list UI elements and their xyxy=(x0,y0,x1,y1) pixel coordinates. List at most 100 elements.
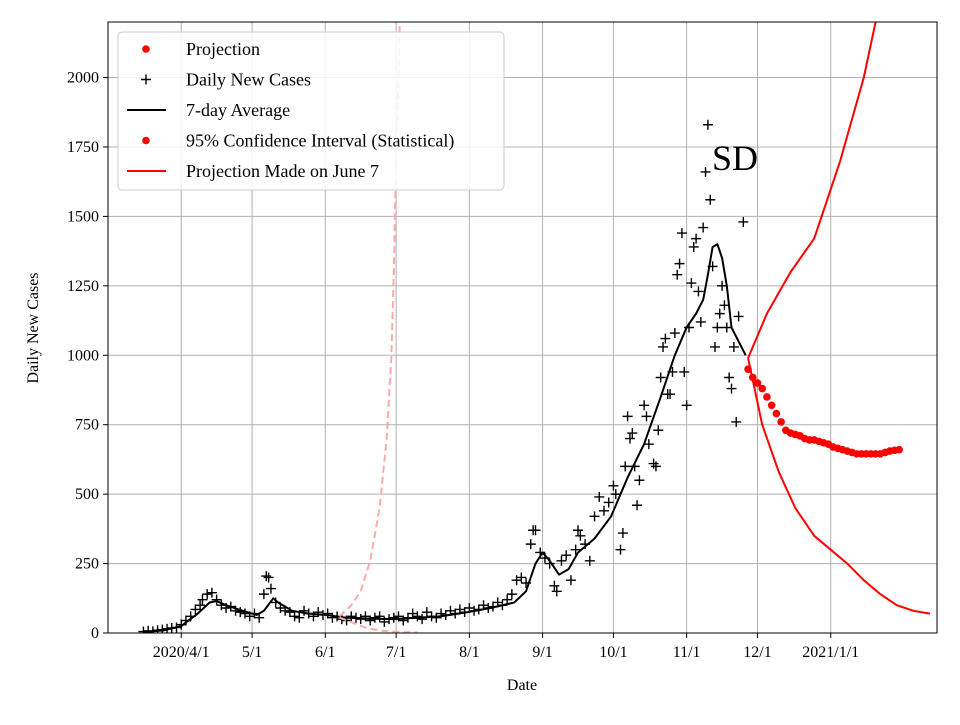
daily-new-cases-point xyxy=(610,489,621,500)
projection-point xyxy=(753,379,762,387)
daily-new-cases-point xyxy=(653,425,664,436)
daily-new-cases-point xyxy=(705,194,716,205)
daily-new-cases-point xyxy=(728,341,739,352)
daily-new-cases-point xyxy=(709,341,720,352)
daily-new-cases-point xyxy=(731,416,742,427)
projection-point xyxy=(767,401,776,410)
daily-new-cases-point xyxy=(346,611,357,622)
legend: Projection Daily New Cases 7-day Average 95… xyxy=(117,31,505,191)
daily-new-cases-point xyxy=(676,228,687,239)
daily-new-cases-point xyxy=(594,491,605,502)
y-tick-label: 1500 xyxy=(67,208,99,225)
daily-new-cases-point xyxy=(417,614,428,625)
daily-new-cases-point xyxy=(632,500,643,511)
projection-point xyxy=(758,384,767,393)
daily-new-cases-point xyxy=(681,400,692,411)
daily-new-cases-point xyxy=(660,333,671,344)
daily-new-cases-point xyxy=(650,461,661,472)
projection-point xyxy=(777,418,785,426)
daily-new-cases-point xyxy=(584,555,595,566)
y-axis-label: Daily New Cases xyxy=(25,272,42,383)
y-tick-label: 2000 xyxy=(67,70,99,87)
daily-new-cases-point xyxy=(695,316,706,327)
daily-new-cases-point xyxy=(570,544,581,555)
daily-new-cases-point xyxy=(195,600,206,611)
daily-new-cases-point xyxy=(235,607,246,618)
daily-new-cases-point xyxy=(421,607,432,618)
legend-label: Daily New Cases xyxy=(186,70,311,90)
daily-new-cases-point xyxy=(658,341,669,352)
daily-new-cases-point xyxy=(294,612,305,623)
daily-new-cases-point xyxy=(289,611,300,622)
series-layer xyxy=(138,22,931,633)
daily-new-cases-point xyxy=(530,525,541,536)
daily-new-cases-point xyxy=(388,612,399,623)
daily-new-cases-point xyxy=(561,550,572,561)
projection-point xyxy=(763,393,771,401)
daily-new-cases-point xyxy=(721,322,732,333)
daily-new-cases-point xyxy=(190,604,201,615)
daily-new-cases-point xyxy=(700,166,711,177)
daily-new-cases-point xyxy=(263,572,274,583)
daily-new-cases-point xyxy=(620,461,631,472)
daily-new-cases-point xyxy=(627,428,638,439)
daily-new-cases-point xyxy=(617,528,628,539)
y-tick-label: 250 xyxy=(75,556,99,573)
95-confidence-interval-statistical-line xyxy=(747,357,931,615)
legend-marker-plus xyxy=(141,74,151,85)
projection-made-on-june-7-line xyxy=(338,22,401,618)
daily-new-cases-point xyxy=(575,530,586,541)
x-tick-label: 7/1 xyxy=(386,644,406,661)
y-tick-label: 1750 xyxy=(67,139,99,156)
y-tick-label: 0 xyxy=(91,625,99,642)
daily-new-cases-point xyxy=(516,572,527,583)
daily-new-cases-point xyxy=(624,433,635,444)
daily-new-cases-point xyxy=(643,439,654,450)
daily-new-cases-point xyxy=(327,612,338,623)
daily-new-cases-point xyxy=(641,411,652,422)
daily-new-cases-point xyxy=(565,575,576,586)
daily-new-cases-point xyxy=(549,580,560,591)
daily-new-cases-point xyxy=(603,497,614,508)
daily-new-cases-point xyxy=(733,311,744,322)
daily-new-cases-point xyxy=(589,511,600,522)
daily-new-cases-point xyxy=(724,372,735,383)
daily-new-cases-point xyxy=(686,278,697,289)
daily-new-cases-point xyxy=(669,328,680,339)
daily-new-cases-point xyxy=(693,286,704,297)
daily-new-cases-point xyxy=(738,216,749,227)
x-tick-label: 6/1 xyxy=(315,644,335,661)
x-tick-label: 11/1 xyxy=(673,644,701,661)
x-tick-label: 12/1 xyxy=(743,644,771,661)
legend-marker-dot xyxy=(142,45,150,53)
95-confidence-interval-statistical-line xyxy=(747,22,877,359)
daily-new-cases-point xyxy=(525,539,536,550)
daily-new-cases-point xyxy=(672,269,683,280)
daily-new-cases-point xyxy=(717,280,728,291)
daily-new-cases-point xyxy=(506,589,517,600)
legend-marker-dot xyxy=(142,136,150,145)
daily-new-cases-point xyxy=(698,222,709,233)
daily-new-cases-point xyxy=(206,587,217,598)
daily-new-cases-point xyxy=(702,119,713,130)
x-axis-label: Date xyxy=(507,677,537,694)
legend-label: Projection xyxy=(186,39,260,59)
daily-new-cases-point xyxy=(556,555,567,566)
daily-new-cases-point xyxy=(726,383,737,394)
daily-new-cases-point xyxy=(615,544,626,555)
x-tick-label: 2021/1/1 xyxy=(802,644,859,661)
daily-new-cases-point xyxy=(202,589,213,600)
daily-new-cases-point xyxy=(714,308,725,319)
legend-box xyxy=(117,31,505,191)
projection-point xyxy=(895,445,904,454)
daily-new-cases-point xyxy=(691,233,702,244)
daily-new-cases-point xyxy=(608,480,619,491)
legend-label: Projection Made on June 7 xyxy=(186,161,379,181)
daily-new-cases-point xyxy=(258,589,269,600)
daily-new-cases-point xyxy=(622,411,633,422)
daily-new-cases-point xyxy=(322,608,333,619)
daily-new-cases-point xyxy=(261,571,272,582)
daily-new-cases-point xyxy=(719,300,730,311)
